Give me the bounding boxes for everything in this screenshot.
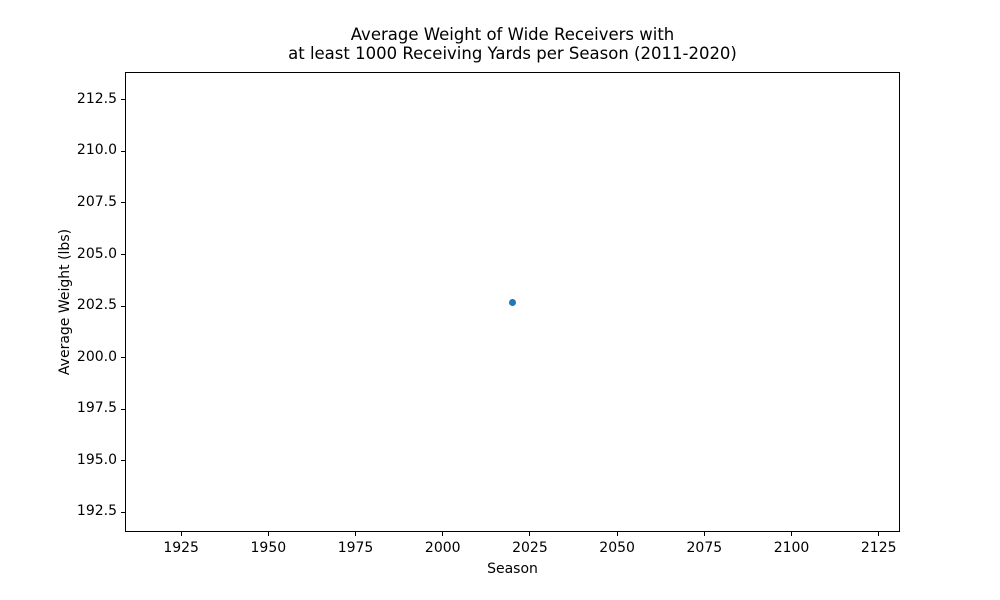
y-tick-mark	[121, 254, 125, 256]
y-tick-mark	[121, 150, 125, 152]
x-tick-label: 2100	[773, 540, 810, 556]
y-tick-label: 210.0	[76, 142, 117, 159]
y-tick-label: 200.0	[76, 348, 117, 365]
y-tick-label: 192.5	[76, 503, 117, 520]
chart-title-line1: Average Weight of Wide Receivers with	[350, 25, 675, 44]
x-tick-mark	[180, 532, 182, 536]
x-tick-label: 2025	[512, 540, 548, 556]
y-tick-mark	[121, 357, 125, 359]
y-tick-mark	[121, 460, 125, 462]
y-tick-label: 205.0	[76, 245, 117, 262]
y-tick-mark	[121, 408, 125, 410]
x-tick-mark	[878, 532, 880, 536]
chart-title: Average Weight of Wide Receivers with at…	[125, 25, 900, 63]
y-tick-label: 195.0	[76, 451, 117, 468]
x-tick-label: 1975	[337, 540, 374, 556]
x-tick-label: 1950	[250, 540, 287, 556]
x-tick-label: 1925	[163, 540, 199, 556]
x-tick-label: 2075	[686, 540, 723, 556]
x-tick-mark	[529, 532, 531, 536]
data-point	[509, 298, 516, 306]
y-tick-mark	[121, 99, 125, 101]
y-tick-label: 202.5	[76, 297, 117, 314]
x-tick-mark	[791, 532, 793, 536]
x-tick-mark	[703, 532, 705, 536]
y-tick-label: 212.5	[76, 90, 117, 107]
y-tick-mark	[121, 511, 125, 513]
x-tick-mark	[355, 532, 357, 536]
y-tick-mark	[121, 202, 125, 204]
chart-title-line2: at least 1000 Receiving Yards per Season…	[288, 44, 737, 63]
y-tick-label: 197.5	[76, 400, 117, 417]
x-axis-label: Season	[487, 561, 538, 577]
x-tick-mark	[267, 532, 269, 536]
x-tick-mark	[442, 532, 444, 536]
x-tick-label: 2000	[424, 540, 461, 556]
x-tick-label: 2050	[599, 540, 635, 556]
y-tick-label: 207.5	[76, 193, 117, 210]
x-tick-label: 2125	[860, 540, 897, 556]
x-tick-mark	[616, 532, 618, 536]
y-tick-mark	[121, 305, 125, 307]
